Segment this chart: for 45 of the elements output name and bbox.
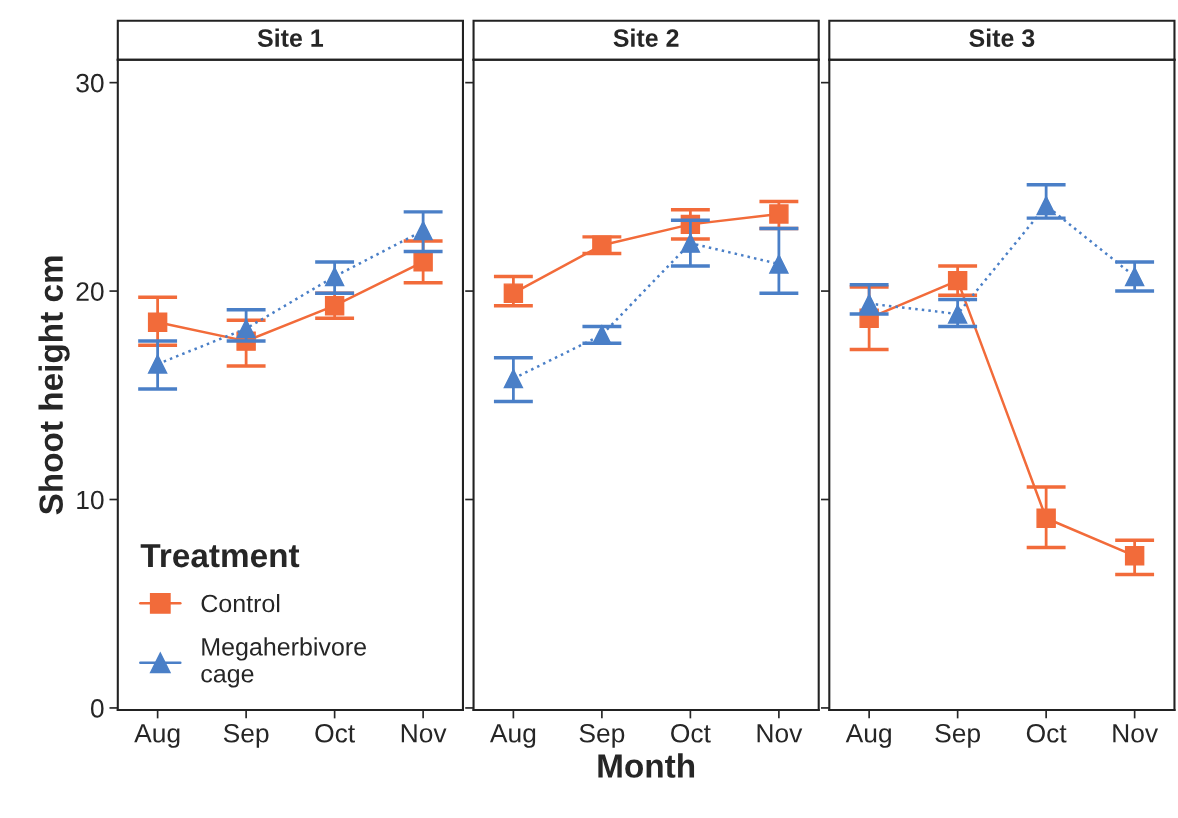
x-tick-label: Nov: [1113, 724, 1159, 743]
point: [1036, 195, 1056, 216]
point: [1124, 546, 1145, 566]
y-axis-title: Shoot height cm: [38, 256, 70, 515]
point: [1124, 266, 1145, 287]
x-tick-label: Aug: [845, 724, 891, 748]
chart-title: Site 3: [969, 28, 1035, 47]
chart-title: Site 1: [257, 28, 324, 47]
point: [503, 368, 524, 389]
point: [413, 220, 433, 241]
point: [1036, 508, 1056, 528]
chart-title: Site 2: [613, 28, 679, 47]
x-tick-label: Oct: [671, 723, 711, 743]
point: [236, 318, 256, 339]
x-tick-label: Nov: [757, 724, 803, 743]
x-tick-label: Sep: [935, 723, 981, 748]
point: [947, 304, 968, 324]
x-tick-label: Sep: [223, 723, 269, 748]
legend-title: Treatment: [140, 544, 300, 568]
x-tick-label: Oct: [1026, 723, 1067, 743]
x-tick-label: Aug: [134, 724, 180, 748]
legend-label: Control: [201, 593, 280, 613]
x-axis-title: Month: [598, 753, 695, 778]
legend-label: Megaherbivore cage: [201, 637, 366, 688]
point: [503, 283, 524, 303]
x-tick-label: Aug: [489, 724, 536, 748]
point: [324, 266, 345, 287]
x-tick-label: Oct: [315, 723, 355, 743]
y-tick-label: 10: [77, 490, 104, 510]
y-tick-label: 30: [76, 73, 104, 93]
point: [147, 354, 168, 374]
x-tick-label: Nov: [401, 724, 447, 743]
x-tick-label: Sep: [579, 723, 625, 748]
point: [324, 295, 345, 316]
point: [680, 233, 701, 253]
y-tick-label: 20: [76, 282, 104, 301]
y-tick-label: 0: [90, 699, 104, 718]
point: [947, 270, 968, 291]
point: [769, 254, 789, 274]
point: [413, 252, 433, 272]
point: [859, 293, 879, 314]
point: [769, 204, 789, 224]
point: [147, 312, 168, 333]
point: [592, 235, 612, 255]
point: [592, 325, 612, 345]
